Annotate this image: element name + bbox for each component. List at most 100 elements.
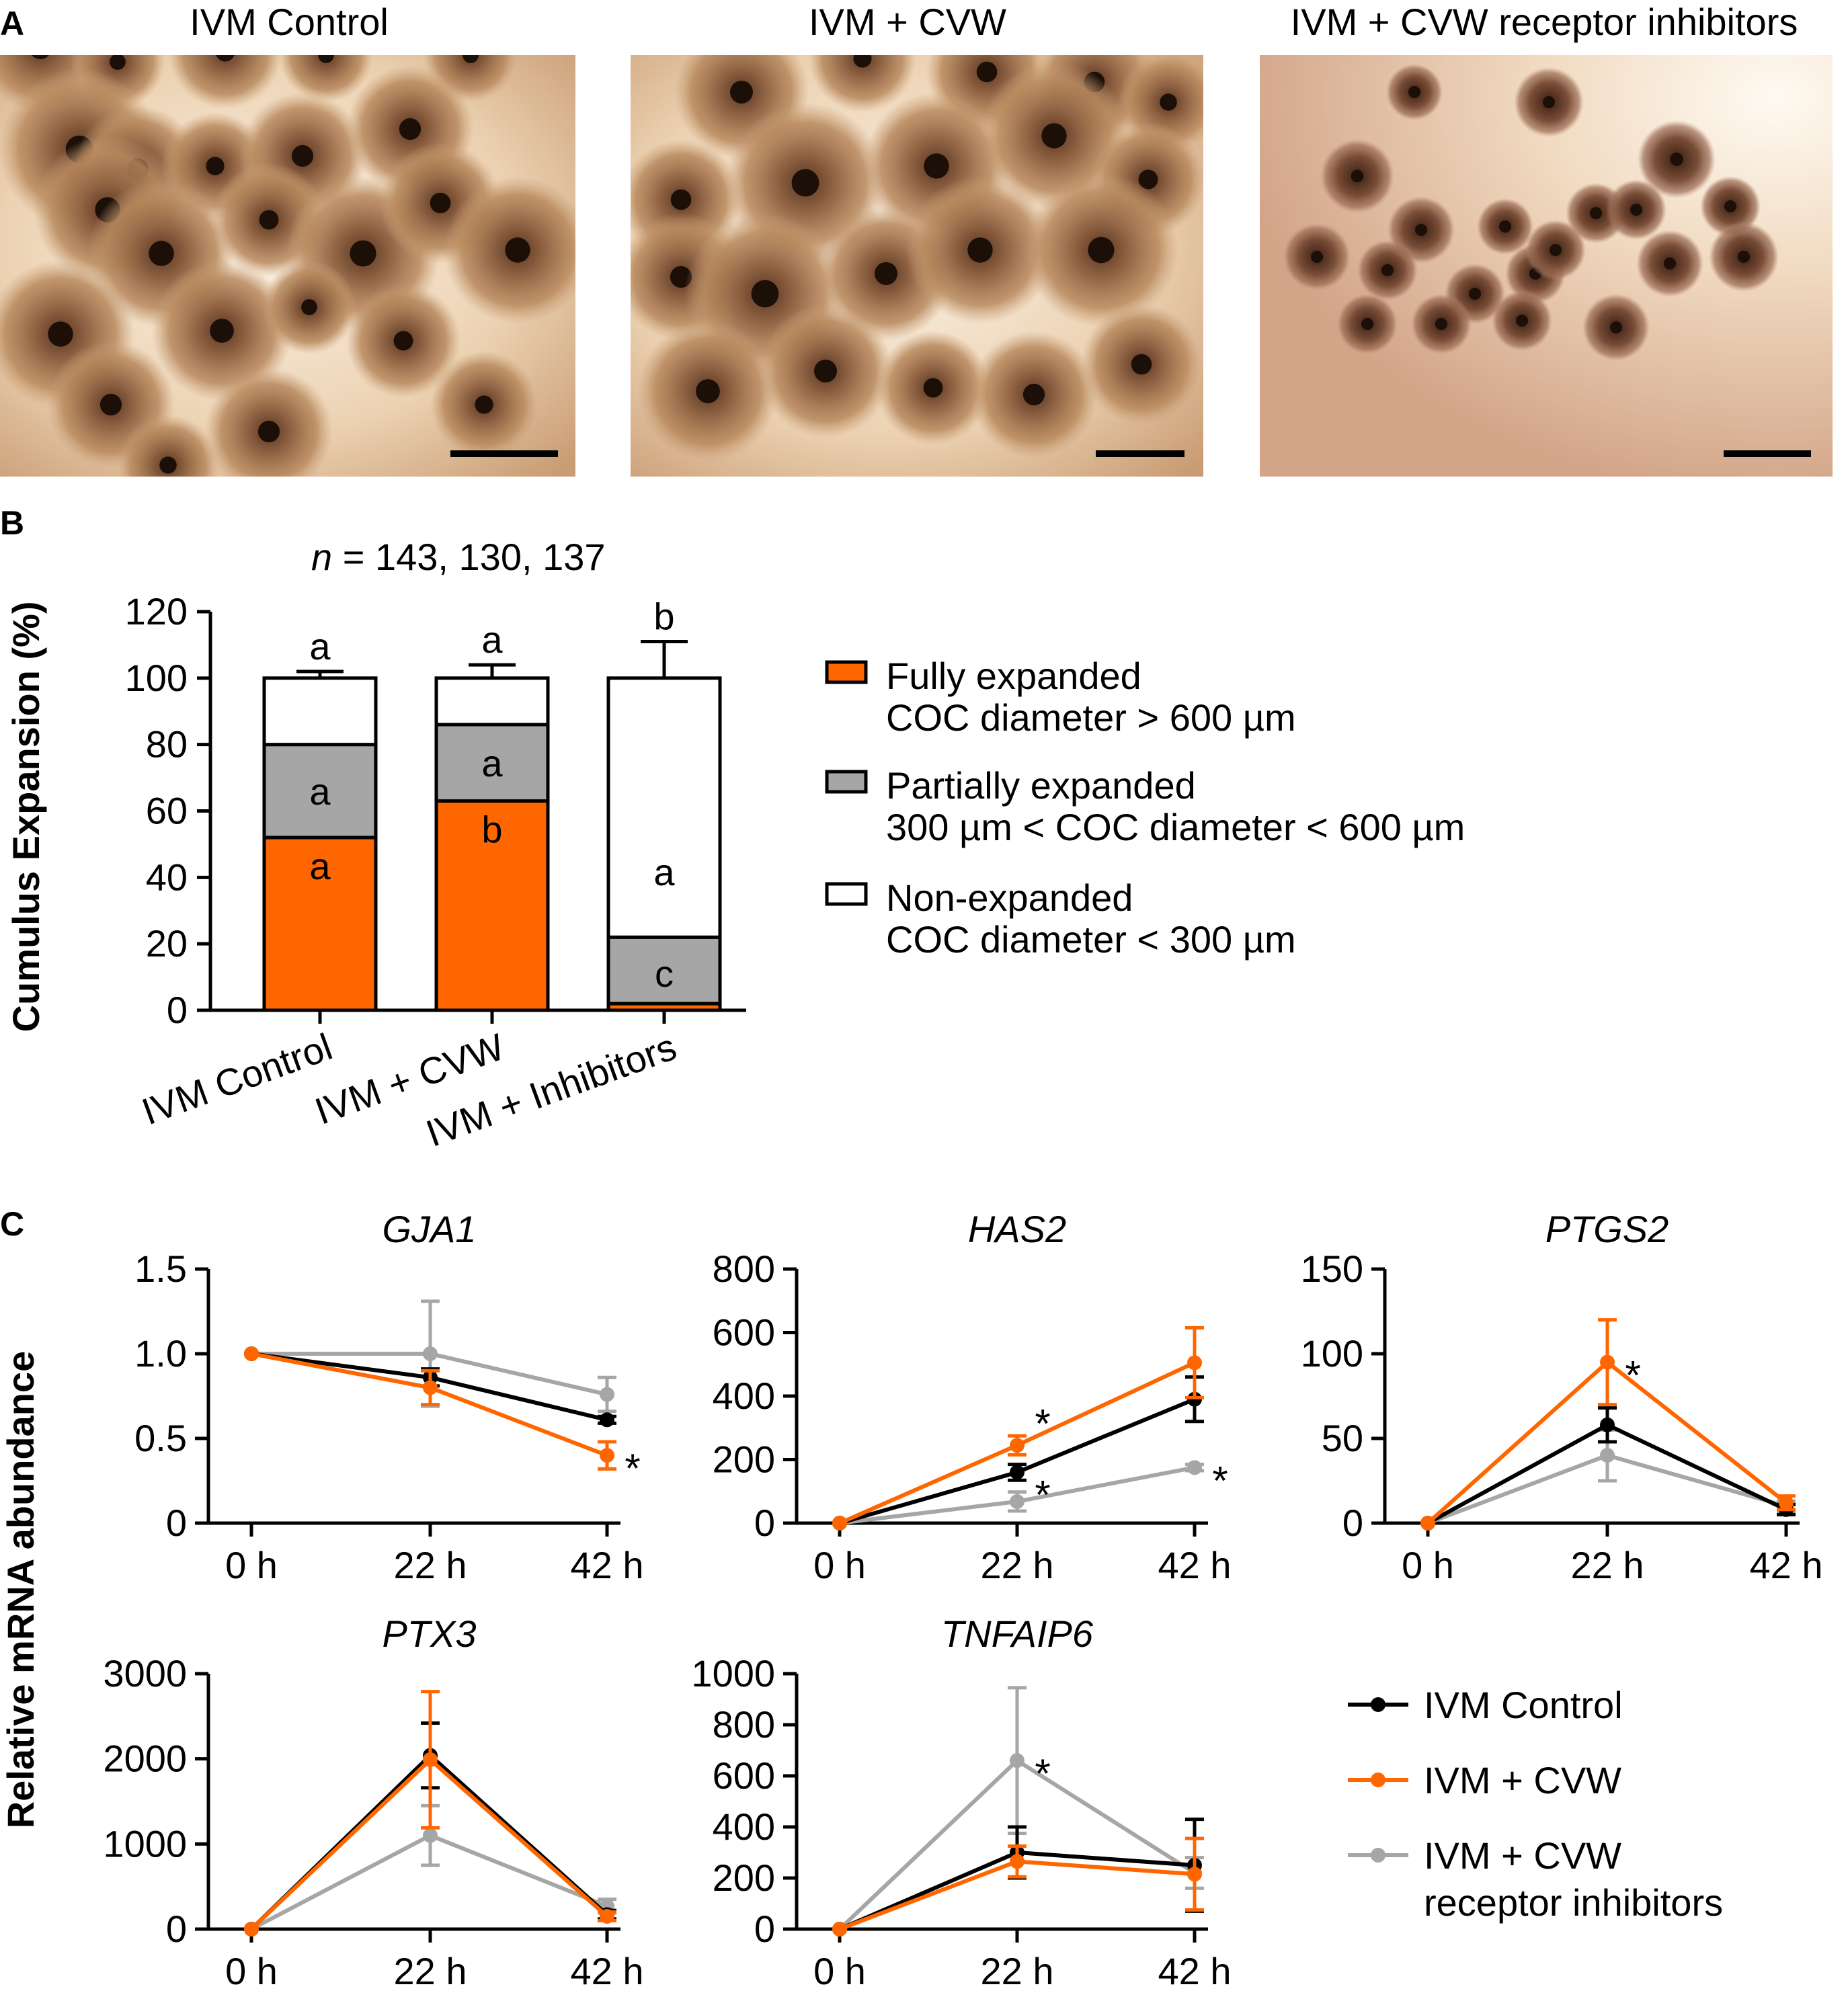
significance-star: * xyxy=(1035,1751,1050,1796)
legend-label: Partially expanded xyxy=(886,764,1196,807)
oocyte xyxy=(1088,237,1115,263)
oocyte xyxy=(1160,93,1177,111)
oocyte xyxy=(301,299,317,315)
line-x-tick-label: 42 h xyxy=(1158,1544,1232,1586)
line-x-tick-label: 42 h xyxy=(1750,1544,1823,1586)
legend-marker xyxy=(1371,1772,1385,1787)
oocyte xyxy=(1664,257,1676,270)
significance-letter: a xyxy=(309,625,331,667)
bar-category-label: IVM Control xyxy=(136,1025,337,1133)
bar-segment xyxy=(262,676,378,747)
bar-y-tick-label: 100 xyxy=(125,657,188,699)
line-y-tick-label: 400 xyxy=(713,1805,775,1848)
data-point xyxy=(1600,1354,1615,1370)
bar-segment xyxy=(262,836,378,1012)
oocyte xyxy=(1550,244,1562,256)
sample-size-note: n = 143, 130, 137 xyxy=(311,536,606,578)
data-point xyxy=(1010,1854,1025,1869)
oocyte xyxy=(159,456,177,474)
data-point xyxy=(600,1448,614,1463)
subplot-title: GJA1 xyxy=(382,1208,476,1250)
oocyte xyxy=(1724,200,1736,212)
oocyte xyxy=(399,118,421,140)
significance-letter: b xyxy=(653,595,674,637)
panel-label-b: B xyxy=(0,504,24,542)
legend-swatch xyxy=(825,882,868,906)
line-shared-ylabel: Relative mRNA abundance xyxy=(0,1351,42,1829)
line-x-tick-label: 0 h xyxy=(225,1950,278,1992)
line-y-tick-label: 200 xyxy=(713,1857,775,1899)
legend-swatch xyxy=(825,660,868,684)
subplot-title: HAS2 xyxy=(968,1208,1066,1250)
data-point xyxy=(1600,1448,1615,1463)
n-symbol: n xyxy=(311,536,332,578)
bar-segment xyxy=(262,743,378,840)
line-y-tick-label: 2000 xyxy=(103,1738,187,1780)
significance-star: * xyxy=(1212,1458,1228,1503)
oocyte xyxy=(923,378,943,398)
line-x-tick-label: 22 h xyxy=(394,1950,467,1992)
line-x-tick-label: 42 h xyxy=(1158,1950,1232,1992)
line-x-tick-label: 0 h xyxy=(225,1544,278,1586)
oocyte xyxy=(32,55,49,60)
data-point xyxy=(1010,1494,1025,1509)
significance-letter: a xyxy=(481,742,503,784)
line-y-tick-label: 1000 xyxy=(691,1652,775,1695)
legend-swatch xyxy=(825,770,868,794)
oocyte xyxy=(1381,264,1394,276)
line-y-tick-label: 400 xyxy=(713,1375,775,1417)
line-x-tick-label: 0 h xyxy=(813,1950,866,1992)
line-subplot-ptx3: PTX3 0 1000 2000 3000 0 h 22 h 42 h xyxy=(103,1613,643,1992)
significance-star: * xyxy=(1035,1473,1050,1518)
line-x-tick-label: 0 h xyxy=(1402,1544,1454,1586)
data-point xyxy=(1010,1465,1025,1480)
legend-marker xyxy=(1371,1697,1385,1712)
oocyte xyxy=(1499,220,1511,233)
data-point xyxy=(1187,1355,1202,1371)
line-y-tick-label: 50 xyxy=(1322,1417,1363,1459)
legend-marker xyxy=(1371,1848,1385,1863)
data-point xyxy=(1010,1753,1025,1768)
subplot-title: TNFAIP6 xyxy=(941,1613,1094,1655)
cumulus-oocyte-complex xyxy=(279,55,373,102)
oocyte xyxy=(463,55,479,63)
bar-y-tick-label: 60 xyxy=(146,790,188,832)
cumulus-oocyte-complex xyxy=(809,55,916,112)
oocyte xyxy=(751,280,779,308)
line-x-tick-label: 0 h xyxy=(813,1544,866,1586)
oocyte xyxy=(1041,123,1067,149)
scale-bar xyxy=(450,450,558,457)
oocyte xyxy=(210,319,234,343)
line-x-tick-label: 22 h xyxy=(1571,1544,1644,1586)
oocyte xyxy=(976,61,998,83)
micrograph-cvw xyxy=(631,55,1203,477)
line-subplot-tnfaip6: TNFAIP6 0 200 400 600 800 1000 0 h 22 h 42 h * xyxy=(691,1613,1231,1992)
bar-y-tick-label: 40 xyxy=(146,856,188,898)
legend-label-continued: receptor inhibitors xyxy=(1424,1881,1723,1924)
line-x-tick-label: 22 h xyxy=(394,1544,467,1586)
micrograph-title-cvw: IVM + CVW xyxy=(809,1,1006,43)
oocyte xyxy=(1610,321,1622,333)
line-subplot-gja1: GJA1 0 0.5 1.0 1.5 0 h 22 h 42 h * xyxy=(134,1208,643,1586)
data-point xyxy=(423,1828,438,1843)
oocyte xyxy=(291,145,314,167)
oocyte xyxy=(430,192,451,214)
data-point xyxy=(1187,1867,1202,1882)
oocyte xyxy=(393,331,413,351)
legend-label: IVM + CVW xyxy=(1424,1834,1621,1877)
oocyte xyxy=(670,189,692,210)
line-y-tick-label: 0 xyxy=(166,1908,187,1950)
data-point xyxy=(600,1387,614,1402)
oocyte xyxy=(1670,153,1683,166)
data-point xyxy=(423,1380,438,1395)
line-y-tick-label: 0.5 xyxy=(134,1417,187,1459)
data-point xyxy=(423,1346,438,1361)
oocyte xyxy=(1516,315,1528,327)
legend-description: COC diameter > 600 µm xyxy=(886,696,1296,739)
significance-star: * xyxy=(625,1446,640,1491)
oocyte xyxy=(814,360,837,382)
data-point xyxy=(244,1922,259,1937)
